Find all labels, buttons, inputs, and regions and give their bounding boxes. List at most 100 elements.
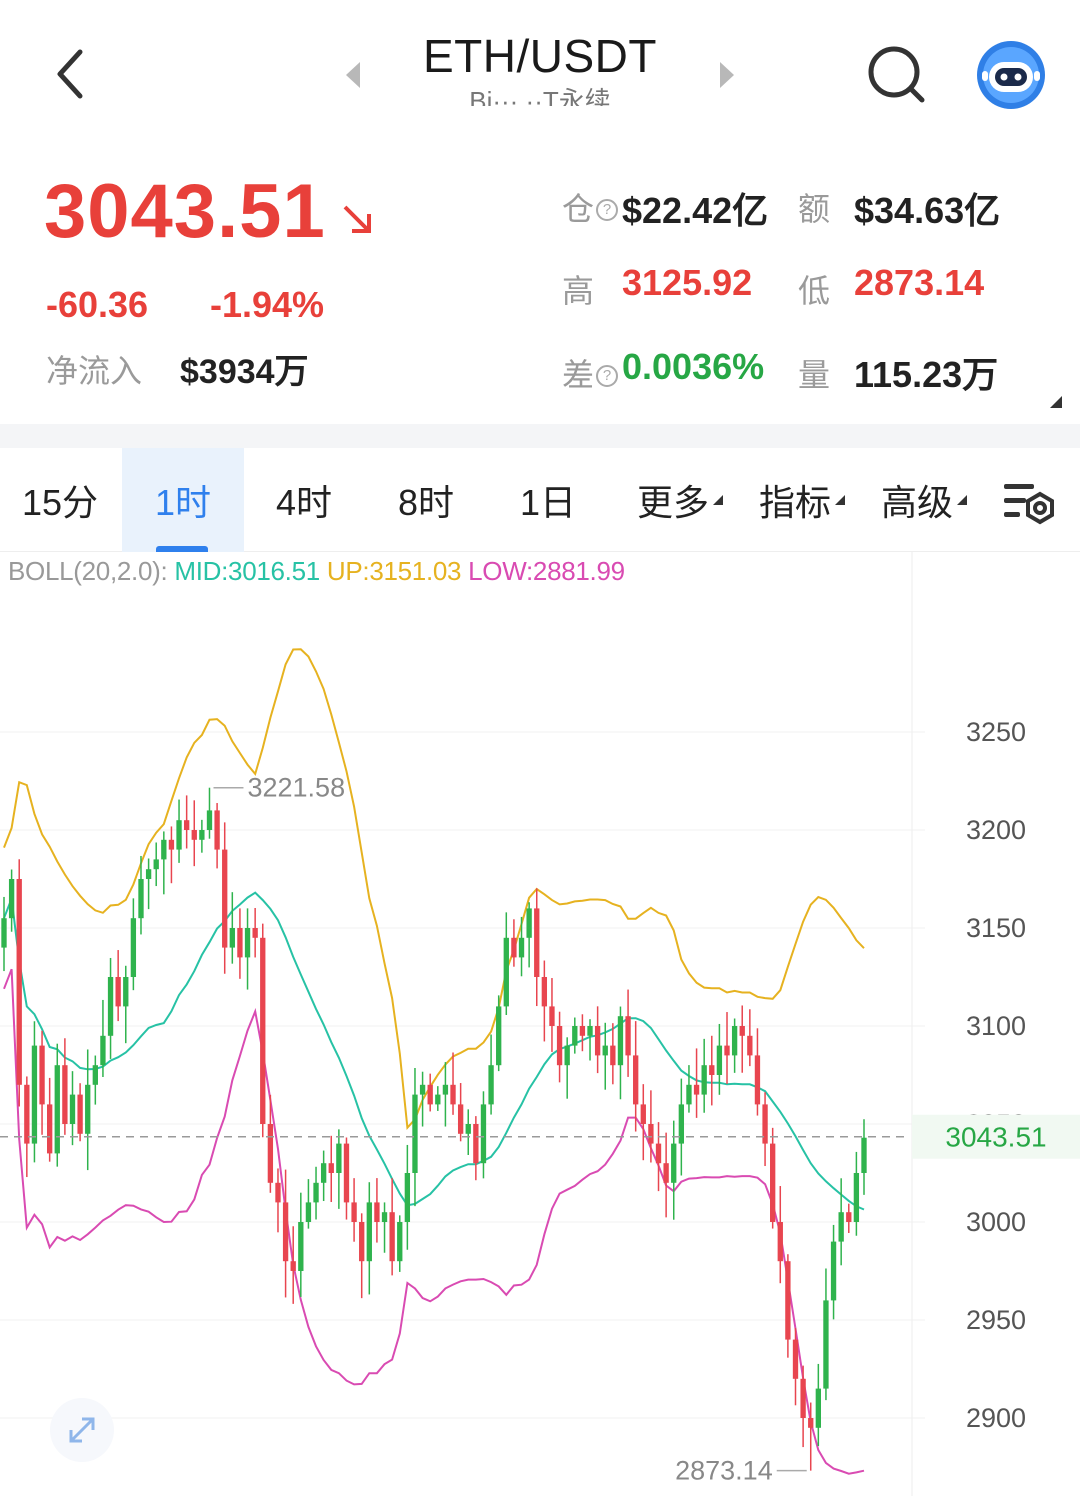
candle-body <box>830 1241 837 1301</box>
candle-body <box>846 1212 852 1222</box>
candle-up <box>176 799 182 863</box>
search-button[interactable] <box>862 40 932 110</box>
boll-mid-line <box>3 891 865 1211</box>
dropdown-triangle-icon <box>713 495 723 505</box>
candle-body <box>359 1222 365 1262</box>
candle-body <box>541 977 548 1007</box>
candle-body <box>168 839 175 850</box>
candle-down <box>237 908 243 979</box>
candle-body <box>62 1065 68 1124</box>
candle-down <box>343 1137 350 1220</box>
candle-body <box>671 1143 677 1183</box>
candle-body <box>290 1261 296 1271</box>
funding-rate-label-text: 差 <box>562 357 595 393</box>
candle-body <box>853 1173 860 1222</box>
candle-down <box>168 826 175 884</box>
candle-down <box>39 1030 45 1135</box>
candle-body <box>69 1094 76 1124</box>
candle-up <box>686 1065 692 1113</box>
price-change-percent: -1.94% <box>210 284 325 325</box>
candle-body <box>39 1045 45 1105</box>
candle-body <box>275 1182 281 1203</box>
candle-up <box>404 1144 411 1250</box>
candle-down <box>800 1365 806 1448</box>
candle-body <box>496 1006 502 1066</box>
tab-advanced[interactable]: 高级 <box>864 448 984 552</box>
active-tab-indicator <box>156 546 208 552</box>
open-interest-label-text: 仓 <box>562 191 595 227</box>
candle-down <box>792 1327 799 1406</box>
y-tick-label: 3100 <box>966 1011 1026 1041</box>
candle-body <box>480 1104 487 1164</box>
candle-body <box>24 1084 30 1144</box>
candle-body <box>602 1045 608 1056</box>
candle-body <box>488 1065 494 1105</box>
candle-down <box>214 803 220 869</box>
candle-body <box>336 1143 342 1173</box>
help-icon: ? <box>596 365 619 387</box>
chart-settings-button[interactable] <box>1000 478 1058 528</box>
candle-up <box>701 1038 707 1113</box>
candle-down <box>252 907 258 958</box>
candle-body <box>328 1163 334 1173</box>
tab-4h[interactable]: 4时 <box>244 448 364 552</box>
next-pair-button[interactable] <box>712 58 742 92</box>
expand-stats-toggle[interactable] <box>1050 396 1062 408</box>
boll-label: BOLL(20,2.0): <box>8 556 168 586</box>
pair-selector[interactable]: ETH/USDT Bi··· ··T永续 <box>400 28 680 106</box>
candle-body <box>663 1163 669 1183</box>
candle-up <box>861 1119 867 1195</box>
candle-up <box>298 1192 304 1297</box>
candle-up <box>153 842 159 887</box>
candle-body <box>206 810 213 830</box>
tab-indicators[interactable]: 指标 <box>742 448 862 552</box>
candle-body <box>823 1300 829 1389</box>
tab-more[interactable]: 更多 <box>620 448 740 552</box>
candle-body <box>153 859 159 870</box>
candle-body <box>625 1016 631 1056</box>
candle-down <box>739 1005 745 1073</box>
candle-down <box>275 1168 281 1233</box>
tab-1d[interactable]: 1日 <box>488 448 608 552</box>
max-marker-label: 3221.58 <box>247 773 345 803</box>
candle-down <box>260 923 266 1138</box>
candle-down <box>328 1135 334 1202</box>
candle-body <box>724 1045 730 1056</box>
candle-up <box>678 1078 685 1176</box>
candle-body <box>298 1222 304 1271</box>
candlestick-chart[interactable]: 32503200315031003050300029502900 3043.51… <box>0 552 1080 1496</box>
tab-label: 15分 <box>21 482 99 523</box>
candle-body <box>381 1212 388 1222</box>
tab-label: 1日 <box>519 482 577 523</box>
candle-down <box>427 1073 433 1112</box>
candle-up <box>602 1022 608 1090</box>
tab-label: 更多 <box>636 482 709 523</box>
candle-body <box>435 1094 441 1105</box>
tab-15m[interactable]: 15分 <box>0 448 120 552</box>
tab-1h[interactable]: 1时 <box>122 448 244 552</box>
y-tick-label: 2950 <box>966 1305 1026 1335</box>
candle-up <box>320 1150 327 1202</box>
open-interest-label[interactable]: 仓? <box>562 184 619 230</box>
candle-up <box>123 965 129 1044</box>
candle-body <box>838 1212 844 1242</box>
fullscreen-button[interactable] <box>50 1398 114 1462</box>
tab-label: 指标 <box>758 482 831 523</box>
candle-body <box>54 1065 60 1154</box>
candle-body <box>191 830 197 840</box>
candle-body <box>610 1045 616 1066</box>
back-button[interactable] <box>40 36 100 112</box>
prev-pair-button[interactable] <box>338 58 368 92</box>
candle-down <box>359 1213 365 1299</box>
volume-label: 量 <box>798 357 831 393</box>
candle-up <box>107 957 114 1059</box>
tab-label: 1时 <box>154 482 212 523</box>
tab-8h[interactable]: 8时 <box>366 448 486 552</box>
low-value: 2873.14 <box>854 262 985 303</box>
candle-body <box>397 1222 403 1262</box>
funding-rate-label[interactable]: 差? <box>562 350 619 396</box>
robot-assistant-button[interactable] <box>976 40 1046 110</box>
candle-body <box>260 937 266 1124</box>
candle-body <box>252 928 258 938</box>
candle-up <box>671 1120 677 1220</box>
